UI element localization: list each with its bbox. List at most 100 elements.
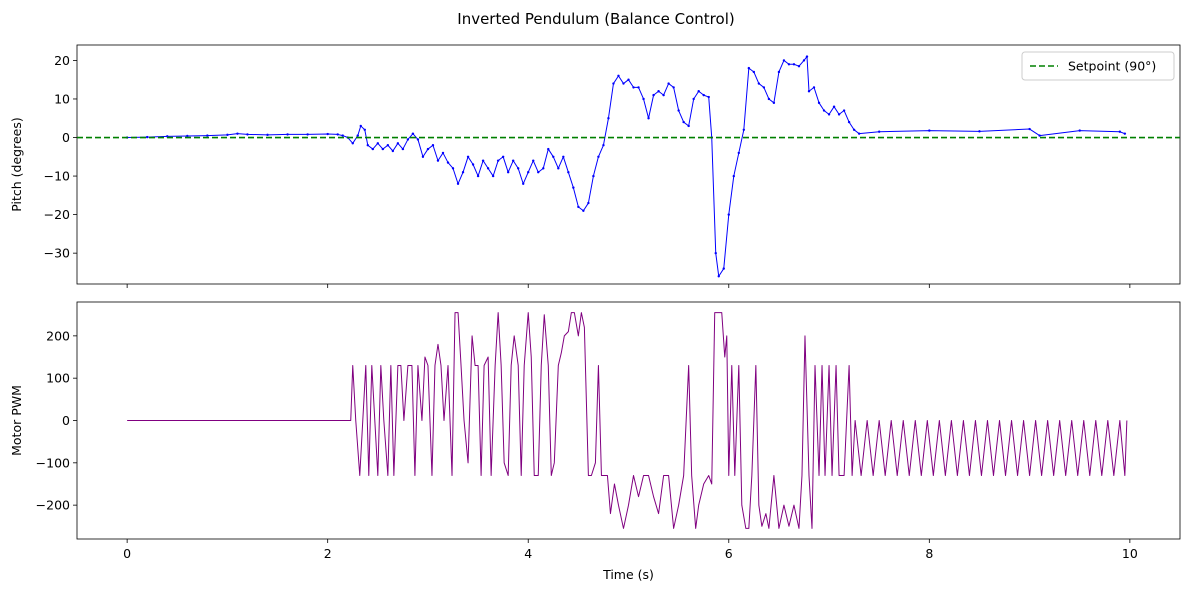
data-point <box>837 113 841 116</box>
data-point <box>622 82 625 85</box>
data-point <box>807 90 811 93</box>
data-point <box>602 144 605 147</box>
data-point <box>627 78 630 81</box>
data-point <box>506 171 510 174</box>
y-tick-label: 20 <box>54 53 70 68</box>
plot-area <box>77 55 1180 278</box>
data-point <box>186 134 189 138</box>
data-point <box>714 251 717 255</box>
legend-label: Setpoint (90°) <box>1068 59 1156 74</box>
y-tick-label: 10 <box>54 91 70 106</box>
data-point <box>481 159 485 162</box>
data-point <box>737 151 740 155</box>
plot-area <box>127 312 1128 529</box>
data-point <box>326 132 329 136</box>
data-point <box>411 132 415 135</box>
data-point <box>486 167 490 170</box>
data-point <box>667 82 670 85</box>
pitch-plot: −30 −20 −10 0 10 20 Pitch (degrees) Setpoint (9… <box>9 44 1181 288</box>
data-point <box>436 159 440 162</box>
data-point <box>527 171 530 174</box>
data-point <box>677 109 680 112</box>
data-point <box>592 174 595 178</box>
data-point <box>406 138 410 141</box>
data-point <box>587 201 590 205</box>
data-point <box>363 128 366 132</box>
y-tick-label: 100 <box>46 371 70 386</box>
y-tick-label: −100 <box>36 455 70 470</box>
data-point <box>226 133 229 137</box>
data-point <box>451 167 455 170</box>
data-point <box>1123 132 1127 135</box>
data-point <box>782 59 786 62</box>
data-point <box>562 155 565 158</box>
data-point <box>637 86 640 89</box>
data-point <box>877 130 881 133</box>
data-point <box>722 267 725 270</box>
data-point <box>682 120 685 124</box>
data-point <box>517 167 520 170</box>
data-point <box>552 155 555 158</box>
y-tick-label: −30 <box>44 246 70 261</box>
series-line <box>127 312 1128 529</box>
data-point <box>441 151 445 155</box>
data-point <box>657 90 660 93</box>
data-point <box>662 93 665 97</box>
x-tick-label: 6 <box>725 546 733 561</box>
data-point <box>742 128 746 132</box>
data-point <box>366 144 369 147</box>
data-point <box>557 167 560 170</box>
data-point <box>359 124 362 128</box>
data-point <box>928 129 931 132</box>
data-point <box>266 133 269 137</box>
y-tick-label: 0 <box>62 413 70 428</box>
pwm-plot: −200 −100 0 100 200 0 2 4 6 8 10 Motor PWM Time (s) <box>9 301 1181 582</box>
data-point <box>717 275 720 278</box>
data-point <box>632 86 635 89</box>
data-point <box>381 147 385 151</box>
data-point <box>727 213 730 216</box>
data-point <box>1078 129 1081 132</box>
x-tick-label: 10 <box>1122 546 1138 561</box>
data-point <box>767 97 771 101</box>
data-point <box>752 70 756 74</box>
data-point <box>787 63 791 66</box>
data-point <box>471 163 475 166</box>
y-tick-label: −20 <box>44 207 70 222</box>
data-point <box>456 182 460 185</box>
data-point <box>537 171 540 174</box>
data-point <box>145 135 149 139</box>
data-point <box>617 74 620 78</box>
data-point <box>612 82 615 85</box>
data-point <box>286 133 289 136</box>
x-tick-label: 0 <box>123 546 131 561</box>
data-point <box>522 182 525 185</box>
data-point <box>762 86 766 89</box>
data-point <box>421 155 425 158</box>
legend: Setpoint (90°) <box>1021 51 1175 81</box>
data-point <box>246 133 249 136</box>
data-point <box>351 142 354 145</box>
y-axis-label: Motor PWM <box>9 385 24 456</box>
data-point <box>547 147 550 151</box>
data-point <box>336 133 339 136</box>
data-point <box>847 120 851 124</box>
axes-frame <box>76 44 1181 285</box>
data-point <box>642 97 645 101</box>
data-point <box>697 90 700 93</box>
x-tick-label: 4 <box>524 546 532 561</box>
y-tick-label: 0 <box>62 130 70 145</box>
data-point <box>1028 127 1031 131</box>
data-point <box>582 209 585 212</box>
data-point <box>501 155 505 158</box>
data-point <box>306 133 309 136</box>
data-point <box>206 134 209 137</box>
data-point <box>817 101 821 105</box>
data-point <box>496 159 500 162</box>
data-point <box>371 147 375 151</box>
data-point <box>802 59 806 62</box>
data-point <box>236 132 239 135</box>
data-point <box>777 70 781 74</box>
chart-title: Inverted Pendulum (Balance Control) <box>457 10 734 28</box>
data-point <box>852 128 856 132</box>
